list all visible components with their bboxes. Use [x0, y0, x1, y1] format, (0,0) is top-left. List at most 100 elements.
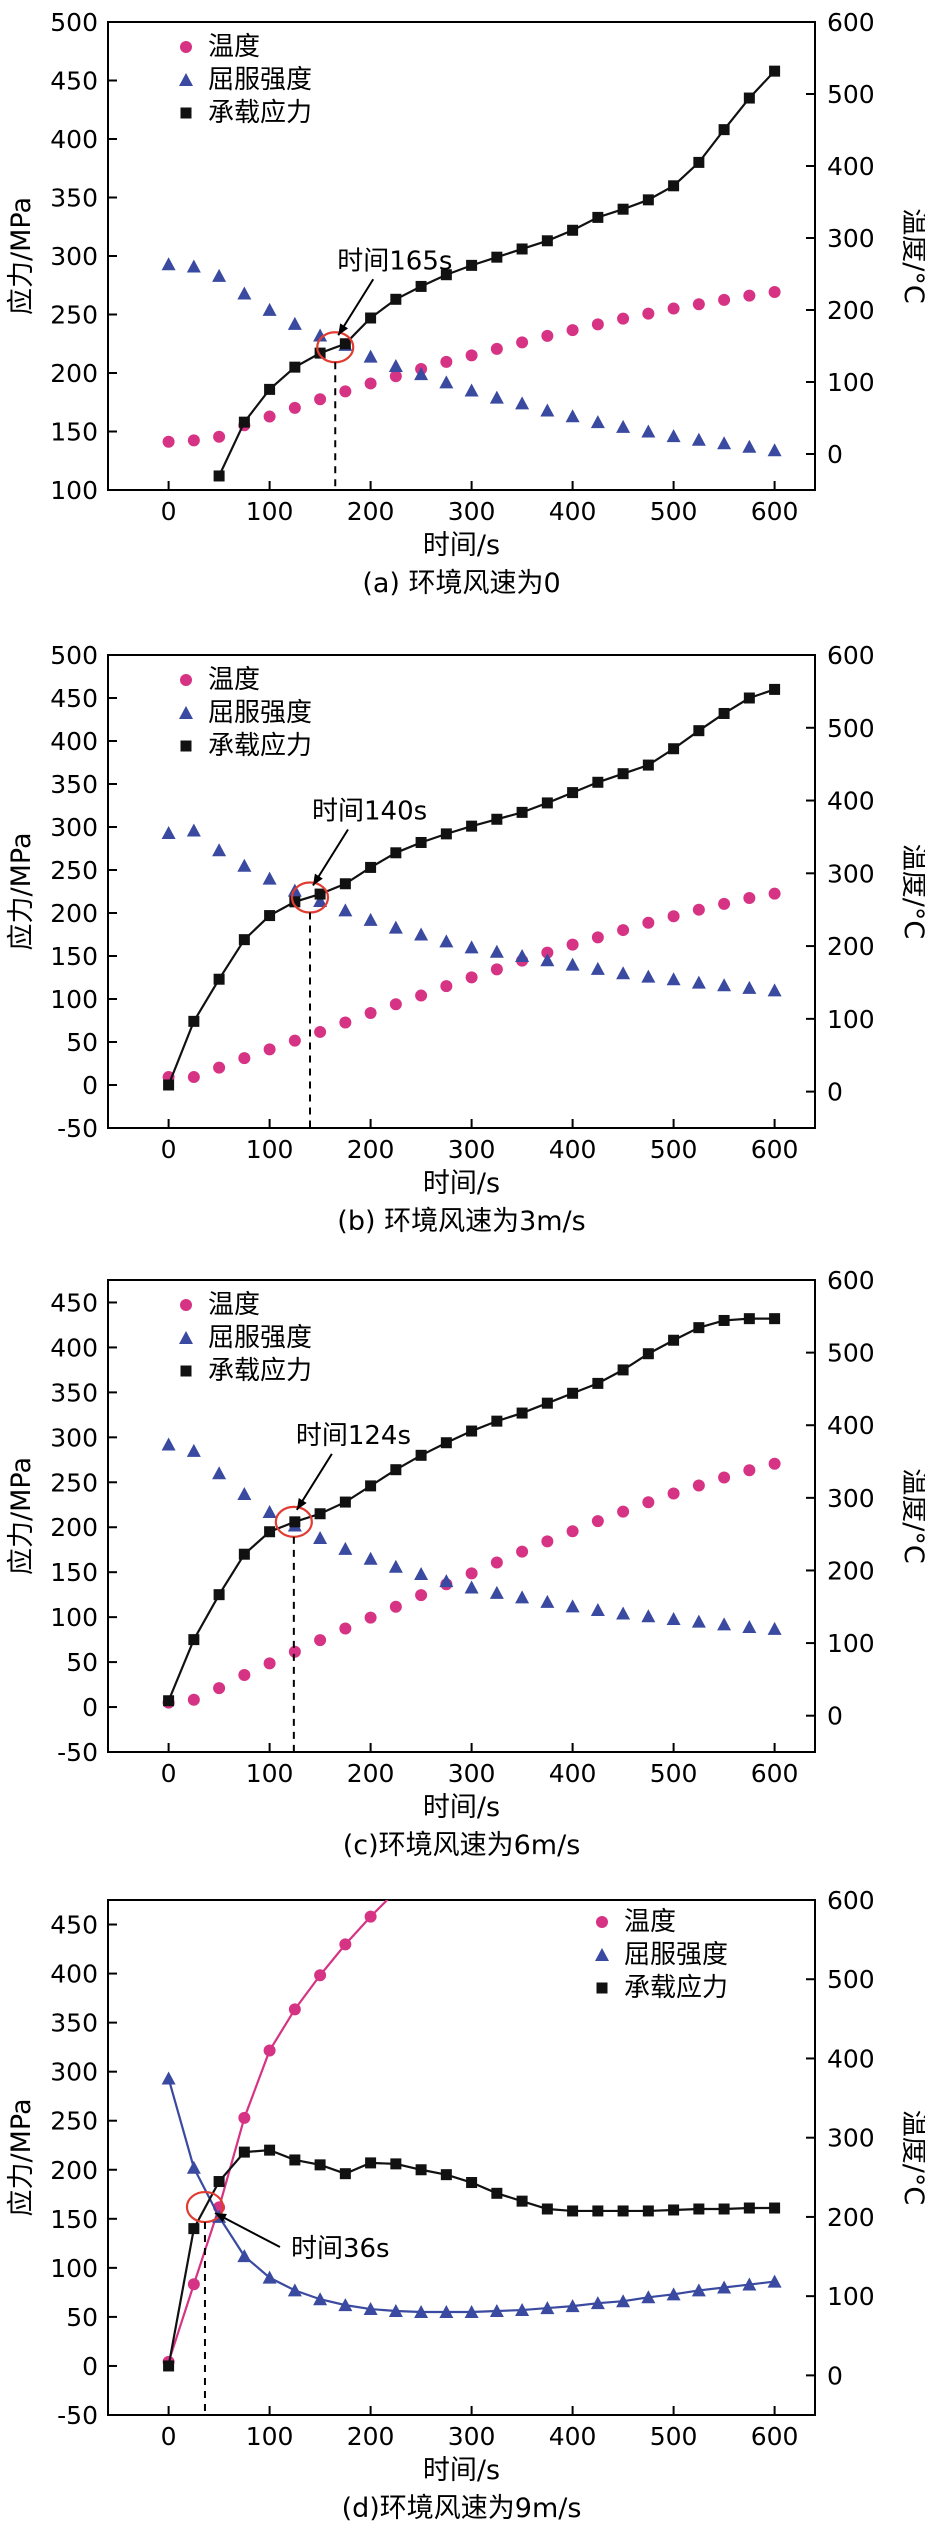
data-point	[642, 1496, 655, 1509]
data-point	[667, 302, 680, 315]
y-tick-label: 50	[66, 1028, 98, 1057]
legend-label: 温度	[208, 32, 260, 62]
series-square	[163, 2144, 781, 2372]
y-tick-label: 0	[82, 1693, 98, 1722]
y-tick-label: 400	[50, 125, 98, 154]
data-point	[540, 1594, 555, 1608]
x-tick-label: 0	[161, 497, 177, 526]
data-point	[314, 1634, 327, 1647]
data-point	[743, 2202, 755, 2214]
data-point	[667, 910, 680, 923]
y-tick-label: 350	[50, 770, 98, 799]
data-point	[566, 1525, 579, 1538]
data-point	[339, 1496, 351, 1508]
chart-panel-a: 0 100 200 300 400 500 600 100 150 200 250 300 350 400…	[6, 8, 925, 599]
data-point	[390, 847, 402, 859]
data-point	[489, 2304, 504, 2318]
y2-tick-label: 600	[827, 1886, 875, 1915]
y2-tick-label: 100	[827, 368, 875, 397]
data-point	[590, 1602, 605, 1616]
x-tick-label: 400	[549, 1135, 597, 1164]
series-line	[167, 2078, 775, 2314]
annotation-arrowhead	[338, 323, 349, 336]
y-tick-label: 200	[50, 2156, 98, 2185]
plot-frame	[107, 1279, 816, 1753]
data-point	[616, 1606, 631, 1620]
legend-label: 承载应力	[208, 1356, 312, 1386]
y2-tick-label: 300	[827, 224, 875, 253]
y-tick-label: 150	[50, 2205, 98, 2234]
y2-tick-label: 0	[827, 2361, 843, 2390]
data-point	[161, 1437, 176, 1451]
data-point	[213, 2176, 225, 2188]
data-point	[464, 940, 479, 954]
data-point	[489, 390, 504, 404]
legend-label: 屈服强度	[208, 1323, 312, 1353]
data-point	[642, 2205, 654, 2217]
data-point	[743, 1313, 755, 1325]
y2-tick-label: 500	[827, 1965, 875, 1994]
x-tick-label: 400	[549, 1759, 597, 1788]
data-point	[287, 316, 302, 330]
data-point	[213, 430, 226, 443]
x-tick-label: 300	[448, 497, 496, 526]
y-tick-label: 400	[50, 727, 98, 756]
y2-tick-label: 400	[827, 787, 875, 816]
y-tick-label: 100	[50, 2254, 98, 2283]
data-point	[717, 1617, 732, 1631]
data-point	[262, 871, 277, 885]
data-point	[540, 953, 555, 967]
data-point	[592, 211, 604, 223]
data-point	[213, 1682, 226, 1695]
series-triangle	[161, 823, 782, 997]
data-point	[742, 439, 757, 453]
data-point	[464, 2305, 479, 2318]
annotation-arrowhead	[214, 2213, 227, 2223]
data-point	[591, 931, 604, 944]
data-point	[491, 1415, 503, 1427]
y2-tick-label: 200	[827, 932, 875, 961]
data-point	[491, 251, 503, 263]
data-point	[767, 983, 782, 997]
data-point	[363, 2302, 378, 2316]
data-point	[768, 887, 781, 900]
data-point	[743, 289, 756, 302]
legend-label: 屈服强度	[624, 1940, 728, 1970]
data-point	[541, 946, 554, 959]
data-point	[767, 2274, 782, 2288]
data-point	[338, 903, 353, 917]
annotation-text: 时间124s	[296, 1421, 411, 1451]
plot-frame	[107, 654, 816, 1129]
data-point	[769, 65, 781, 77]
data-point	[592, 1377, 604, 1389]
y-tick-label: 250	[50, 301, 98, 330]
data-point	[162, 435, 175, 448]
data-point	[212, 843, 227, 857]
chart-caption: (c)环境风速为6m/s	[343, 1830, 581, 1861]
data-point	[439, 2305, 454, 2318]
data-point	[364, 1007, 377, 1020]
data-point	[516, 336, 529, 349]
data-point	[163, 2360, 175, 2372]
data-point	[516, 1407, 528, 1419]
data-point	[289, 2154, 301, 2166]
series-circle	[162, 1900, 389, 2368]
series-square	[163, 683, 781, 1091]
data-point	[541, 235, 553, 247]
data-point	[768, 1457, 781, 1470]
data-point	[718, 1471, 731, 1484]
data-point	[566, 324, 579, 337]
y-tick-label: 300	[50, 813, 98, 842]
data-point	[439, 375, 454, 389]
y-tick-label: 0	[82, 2352, 98, 2381]
data-point	[237, 2249, 252, 2263]
y2-tick-label: 100	[827, 1005, 875, 1034]
data-point	[187, 1071, 200, 1084]
data-point	[617, 2205, 629, 2217]
data-point	[213, 470, 225, 482]
data-point	[642, 307, 655, 320]
data-point	[541, 1535, 554, 1548]
data-point	[742, 980, 757, 994]
series-triangle	[161, 257, 782, 457]
